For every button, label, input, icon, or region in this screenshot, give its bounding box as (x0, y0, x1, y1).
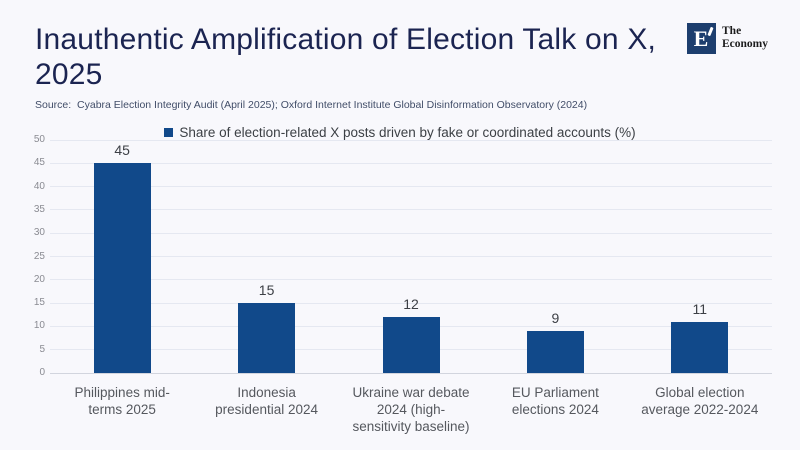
x-axis-category-label-line: terms 2025 (88, 402, 156, 417)
legend: Share of election-related X posts driven… (0, 123, 800, 141)
gridline (50, 186, 772, 188)
gridline (50, 372, 772, 374)
x-axis-category-label-line: sensitivity baseline) (352, 419, 470, 434)
y-axis-tick-label: 50 (33, 134, 45, 145)
bar (93, 163, 151, 373)
logo-square: E (687, 23, 716, 54)
gridline (50, 139, 772, 141)
bar-value-label: 11 (692, 300, 708, 317)
logo-wordmark-line1: The (722, 25, 742, 37)
x-axis-category-label-line: Indonesia (237, 385, 296, 400)
page-title-line2: 2025 (35, 58, 103, 91)
legend-label: Share of election-related X posts driven… (179, 124, 636, 140)
logo-e-mark: E (693, 26, 709, 51)
y-axis-tick-label: 35 (33, 203, 45, 215)
x-axis-category-label-line: elections 2024 (511, 402, 599, 417)
x-axis-category-label-line: EU Parliament (511, 385, 599, 400)
y-axis-tick-label: 10 (33, 320, 45, 332)
bar (382, 317, 440, 373)
bar (238, 303, 296, 373)
gridline (50, 256, 772, 257)
the-economy-logo: E The Economy (687, 23, 797, 55)
gridline (50, 302, 772, 304)
x-axis-category-label: Indonesia presidential 2024 (187, 384, 347, 418)
gridline (50, 279, 772, 281)
page-title-line1: Inauthentic Amplification of Election Ta… (35, 23, 657, 56)
bar-value-label: 45 (114, 142, 130, 159)
bar-value-label: 9 (551, 310, 560, 327)
gridline (50, 232, 772, 234)
gridline (50, 162, 772, 164)
x-axis-category-label: Global election average 2022-2024 (620, 384, 780, 418)
y-axis-tick-label: 45 (33, 157, 45, 169)
page-title: Inauthentic Amplification of Election Ta… (35, 22, 685, 92)
bar (526, 331, 584, 373)
logo-wordmark: The Economy (722, 25, 768, 51)
source-note: Source: Cyabra Election Integrity Audit … (35, 99, 588, 111)
y-axis-tick-label: 25 (33, 250, 45, 262)
x-axis-category-label-line: Global election (655, 385, 745, 400)
y-axis-tick-label: 20 (33, 273, 45, 285)
bar (671, 321, 729, 373)
logo-wordmark-line2: Economy (722, 38, 768, 50)
bar-value-label: 15 (258, 282, 275, 299)
y-axis-tick-label: 15 (33, 297, 45, 309)
y-axis-tick-label: 5 (39, 343, 45, 355)
bar-value-label: 12 (403, 296, 419, 313)
x-axis-category-label-line: presidential 2024 (215, 402, 318, 417)
x-axis-category-label-line: 2024 (high- (376, 402, 446, 417)
y-axis-tick-label: 0 (39, 367, 45, 378)
y-axis-tick-label: 40 (33, 180, 45, 192)
y-axis-tick-label: 30 (33, 227, 45, 239)
x-axis-category-label: Ukraine war debate 2024 (high-sensitivity… (331, 384, 491, 435)
legend-marker-icon (164, 127, 174, 137)
x-axis-category-label-line: Philippines mid- (74, 385, 170, 400)
gridline (50, 209, 772, 211)
x-axis-category-label: EU Parliament elections 2024 (475, 384, 635, 418)
x-axis-category-label: Philippines mid-terms 2025 (42, 384, 202, 418)
x-axis-category-label-line: average 2022-2024 (641, 402, 759, 417)
x-axis-category-label-line: Ukraine war debate (352, 385, 470, 400)
